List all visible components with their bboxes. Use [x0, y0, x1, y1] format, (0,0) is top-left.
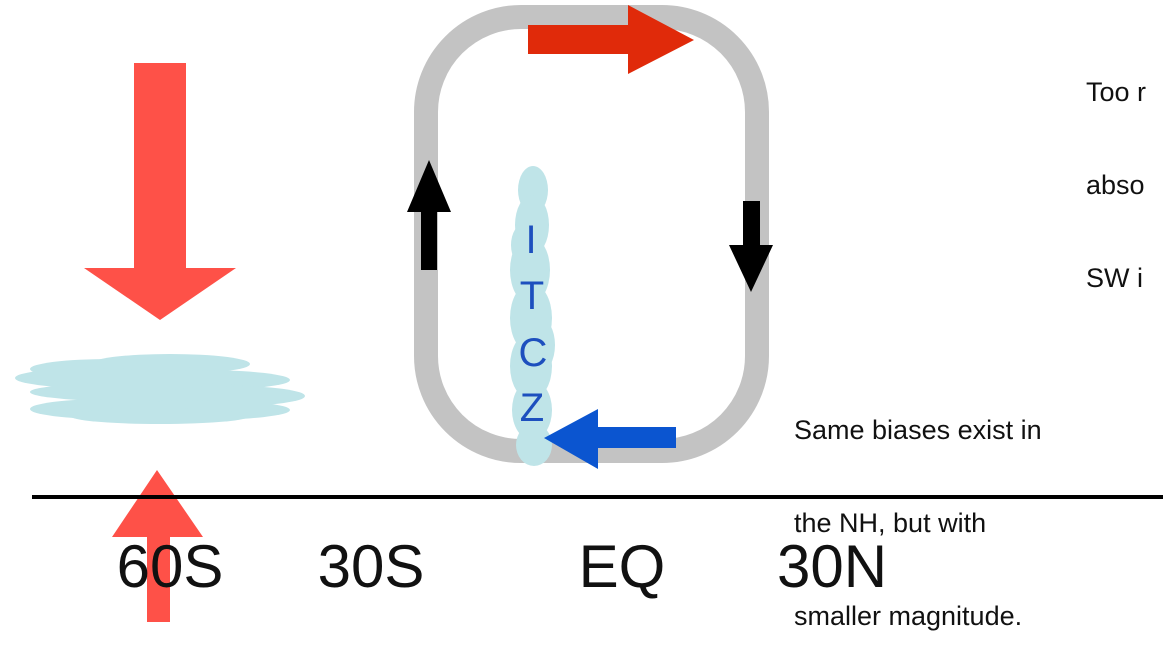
descent-arrow-icon: [729, 201, 773, 292]
low-cloud-deck: [15, 354, 305, 424]
axis-tick-30s: 30S: [318, 533, 425, 600]
ascent-arrow-icon: [407, 160, 451, 270]
nh-bias-note-line-1: Same biases exist in: [794, 415, 1042, 445]
upper-flow-arrow-icon: [528, 5, 694, 74]
nh-bias-note-line-3: smaller magnitude.: [794, 601, 1023, 631]
return-flow-arrow-icon: [544, 409, 676, 469]
top-right-note-line-1: Too r: [1086, 77, 1147, 107]
top-right-note-line-2: abso: [1086, 170, 1145, 200]
top-right-note: Too r abso SW i: [1086, 15, 1163, 325]
circulation-loop: [414, 5, 769, 463]
itcz-cloud: [510, 166, 555, 466]
nh-bias-note-line-2: the NH, but with: [794, 508, 987, 538]
circulation-diagram: I T C Z 60S 30S EQ 30N: [15, 5, 1163, 622]
axis-tick-eq: EQ: [579, 533, 666, 600]
nh-bias-note: Same biases exist in the NH, but with sm…: [794, 353, 1163, 663]
axis-tick-60s: 60S: [117, 533, 224, 600]
incoming-shortwave-arrow-icon: [84, 63, 236, 320]
itcz-letter-c: C: [519, 331, 548, 375]
itcz-letter-z: Z: [520, 386, 544, 430]
reflected-shortwave-arrow-icon: [112, 470, 203, 622]
axis-tick-30n: 30N: [777, 533, 887, 600]
top-right-note-line-3: SW i: [1086, 263, 1143, 293]
itcz-letter-t: T: [520, 274, 544, 318]
itcz-letter-i: I: [525, 218, 536, 262]
